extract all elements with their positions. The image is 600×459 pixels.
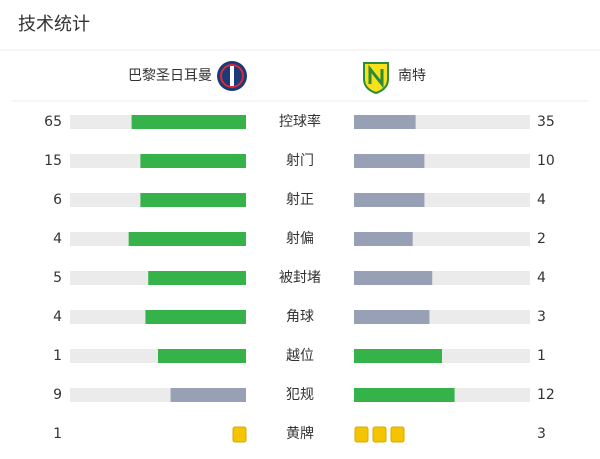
stat-label: 射门 (286, 153, 314, 169)
stat-label: 射偏 (286, 231, 314, 247)
home-bar (128, 232, 246, 246)
away-bar (354, 232, 413, 246)
away-team-name: 南特 (398, 68, 426, 84)
away-value: 12 (537, 387, 555, 403)
away-value: 10 (537, 153, 555, 169)
away-team-logo (363, 62, 389, 95)
card-icon (390, 426, 405, 443)
away-bar (354, 193, 425, 207)
home-team-name: 巴黎圣日耳曼 (128, 68, 212, 84)
away-value: 2 (537, 231, 546, 247)
home-value: 6 (53, 192, 62, 208)
home-value: 9 (53, 387, 62, 403)
away-value: 3 (537, 426, 546, 442)
home-value: 4 (53, 231, 62, 247)
stat-label: 犯规 (286, 387, 314, 403)
away-value: 4 (537, 192, 546, 208)
home-bar (158, 349, 246, 363)
card-icon (354, 426, 369, 443)
away-bar (354, 310, 430, 324)
home-bar (170, 388, 246, 402)
away-value: 4 (537, 270, 546, 286)
home-bar (140, 193, 246, 207)
stat-label: 控球率 (279, 113, 321, 130)
stat-label: 黄牌 (286, 425, 314, 442)
stat-label: 角球 (286, 309, 314, 325)
home-bar (131, 115, 246, 129)
away-value: 1 (537, 348, 546, 364)
home-value: 5 (53, 270, 62, 286)
card-icon (372, 426, 387, 443)
home-bar (148, 271, 246, 285)
widget-title: 技术统计 (18, 14, 90, 35)
home-value: 15 (44, 153, 62, 169)
home-value: 1 (53, 426, 62, 442)
card-icon (232, 426, 247, 443)
home-value: 1 (53, 348, 62, 364)
stat-label: 越位 (286, 348, 314, 364)
away-value: 35 (537, 114, 555, 130)
away-bar (354, 388, 455, 402)
home-value: 65 (44, 114, 62, 130)
away-bar (354, 349, 442, 363)
away-bar (354, 115, 416, 129)
stat-label: 射正 (286, 192, 314, 208)
away-value: 3 (537, 309, 546, 325)
away-bar (354, 154, 425, 168)
home-team-logo (217, 61, 247, 91)
away-bar (354, 271, 433, 285)
stat-label: 被封堵 (279, 270, 321, 286)
home-value: 4 (53, 309, 62, 325)
home-bar (140, 154, 246, 168)
home-bar (145, 310, 246, 324)
